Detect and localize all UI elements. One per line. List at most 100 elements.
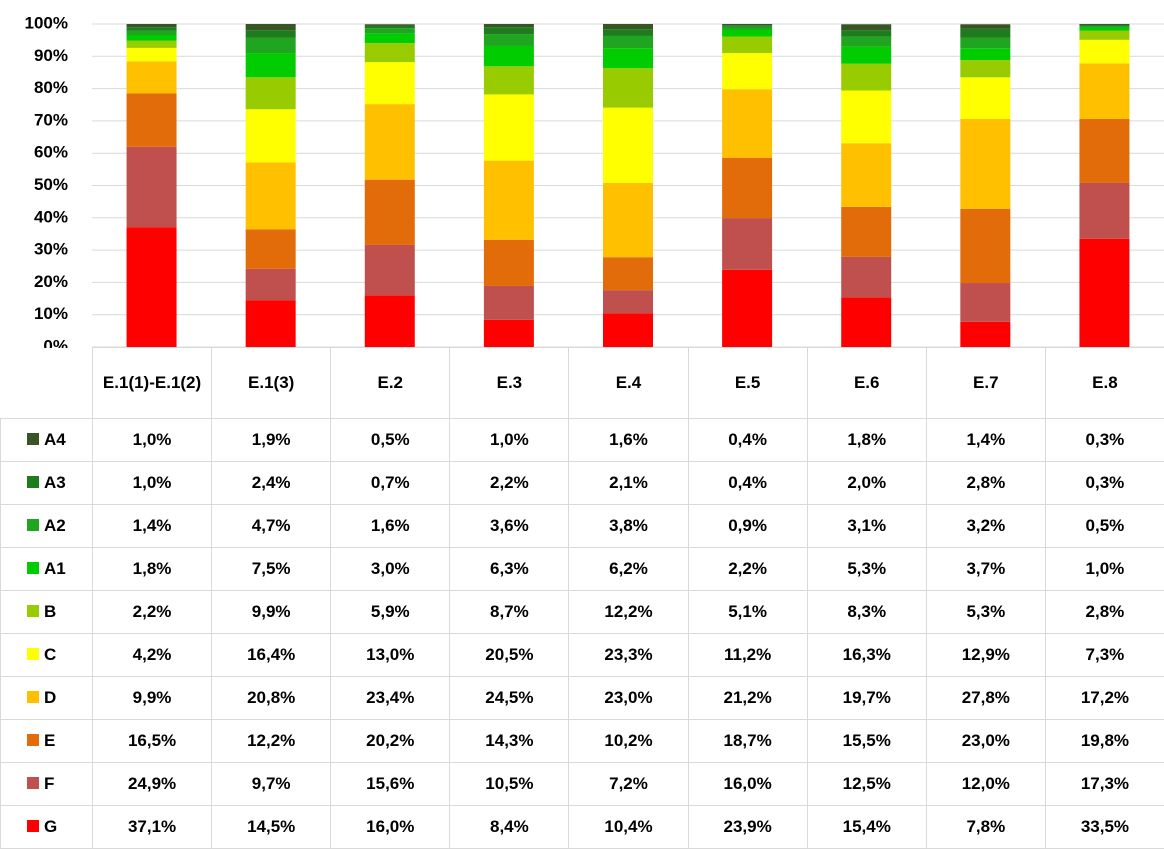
value-cell: 1,8% (93, 548, 212, 591)
value-cell: 14,5% (212, 806, 331, 849)
bar-segment (841, 37, 891, 47)
legend-label: A2 (44, 516, 66, 535)
y-tick-label: 60% (34, 143, 68, 162)
value-cell: 20,5% (450, 634, 569, 677)
value-cell: 5,9% (331, 591, 450, 634)
legend-key (27, 605, 39, 617)
bar-segment (722, 53, 772, 89)
value-cell: 1,0% (93, 462, 212, 505)
bar-segment (960, 24, 1010, 29)
bar-segment (722, 27, 772, 30)
bar-segment (841, 143, 891, 207)
value-cell: 16,4% (212, 634, 331, 677)
legend-key (27, 820, 39, 832)
value-cell: 12,0% (926, 763, 1045, 806)
bar-segment (365, 62, 415, 104)
value-cell: 2,8% (1045, 591, 1164, 634)
legend-entry: A4 (1, 419, 93, 462)
bar-segment (722, 25, 772, 26)
bar-segment (603, 29, 653, 36)
bar-segment (841, 207, 891, 257)
legend-label: G (44, 817, 57, 836)
bar-segment (841, 257, 891, 297)
value-cell: 2,2% (450, 462, 569, 505)
bar-segment (841, 297, 891, 347)
bar-segment (722, 89, 772, 157)
bar-segment (841, 64, 891, 91)
value-cell: 12,5% (807, 763, 926, 806)
value-cell: 9,7% (212, 763, 331, 806)
bar-segment (365, 104, 415, 180)
value-cell: 3,0% (331, 548, 450, 591)
bar-segment (246, 109, 296, 162)
bar-segment (484, 94, 534, 160)
value-cell: 0,4% (688, 462, 807, 505)
y-tick-label: 70% (34, 110, 68, 129)
category-label: E.7 (926, 348, 1045, 419)
value-cell: 16,0% (331, 806, 450, 849)
value-cell: 12,2% (212, 720, 331, 763)
bar-segment (127, 35, 177, 41)
bar-segment (1079, 119, 1129, 183)
bar-segment (484, 66, 534, 94)
value-cell: 2,2% (688, 548, 807, 591)
bar-segment (841, 24, 891, 30)
legend-key (27, 519, 39, 531)
bar-segment (960, 283, 1010, 322)
bar-segment (365, 33, 415, 43)
legend-key (27, 777, 39, 789)
bar-segment (1079, 239, 1129, 347)
bar-segment (1079, 25, 1129, 26)
bar-segment (365, 43, 415, 62)
value-cell: 37,1% (93, 806, 212, 849)
bar-segment (365, 26, 415, 28)
bar-segment (960, 119, 1010, 209)
bar-segment (603, 257, 653, 290)
bar-segment (246, 229, 296, 268)
value-cell: 9,9% (212, 591, 331, 634)
legend-key (27, 476, 39, 488)
value-cell: 15,4% (807, 806, 926, 849)
value-cell: 12,9% (926, 634, 1045, 677)
legend-label: A4 (44, 430, 66, 449)
value-cell: 16,3% (807, 634, 926, 677)
value-cell: 7,8% (926, 806, 1045, 849)
value-cell: 27,8% (926, 677, 1045, 720)
value-cell: 0,5% (331, 419, 450, 462)
value-cell: 3,2% (926, 505, 1045, 548)
bar-segment (127, 93, 177, 146)
legend-label: F (44, 774, 54, 793)
value-cell: 14,3% (450, 720, 569, 763)
value-cell: 4,2% (93, 634, 212, 677)
value-cell: 20,2% (331, 720, 450, 763)
bar-segment (960, 77, 1010, 119)
category-label: E.2 (331, 348, 450, 419)
value-cell: 18,7% (688, 720, 807, 763)
chart: 0%10%20%30%40%50%60%70%80%90%100% (0, 0, 1164, 348)
legend-key (27, 691, 39, 703)
y-tick-label: 30% (34, 240, 68, 259)
bar-segment (960, 38, 1010, 48)
legend-label: C (44, 645, 56, 664)
legend-label: A3 (44, 473, 66, 492)
bar-segment (484, 46, 534, 66)
bar-segment (1079, 31, 1129, 40)
value-cell: 10,2% (569, 720, 688, 763)
bar-segment (722, 270, 772, 347)
value-cell: 6,2% (569, 548, 688, 591)
value-cell: 6,3% (450, 548, 569, 591)
legend-label: D (44, 688, 56, 707)
category-label: E.4 (569, 348, 688, 419)
value-cell: 13,0% (331, 634, 450, 677)
value-cell: 0,3% (1045, 462, 1164, 505)
bar-segment (484, 240, 534, 286)
y-tick-label: 90% (34, 46, 68, 65)
value-cell: 1,0% (450, 419, 569, 462)
legend-entry: D (1, 677, 93, 720)
value-cell: 2,2% (93, 591, 212, 634)
legend-entry: C (1, 634, 93, 677)
